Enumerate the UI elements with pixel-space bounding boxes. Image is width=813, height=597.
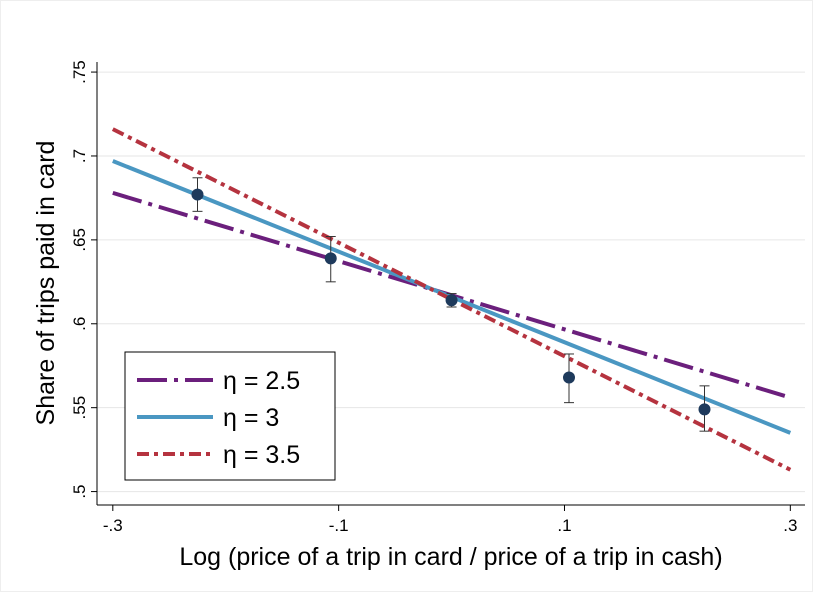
data-point xyxy=(563,371,575,384)
y-axis-label: Share of trips paid in card xyxy=(32,141,60,426)
data-point xyxy=(191,188,204,201)
y-tick-label: .75 xyxy=(70,60,89,84)
y-tick-label: .5 xyxy=(70,484,89,498)
data-point xyxy=(698,403,711,416)
x-tick-label: -.1 xyxy=(329,516,349,535)
x-tick-label: .1 xyxy=(557,516,571,535)
legend-label: η = 3 xyxy=(223,404,279,432)
data-point xyxy=(324,252,337,265)
y-tick-label: .55 xyxy=(70,396,89,420)
data-point xyxy=(445,294,458,307)
series-line xyxy=(111,127,792,472)
x-tick-label: .3 xyxy=(783,516,797,535)
y-tick-label: .6 xyxy=(70,317,89,331)
y-tick-label: .7 xyxy=(70,149,89,163)
legend-label: η = 3.5 xyxy=(223,441,300,469)
legend-box xyxy=(124,351,336,481)
legend-label: η = 2.5 xyxy=(223,367,300,395)
x-tick-label: -.3 xyxy=(103,516,123,535)
y-tick-label: .65 xyxy=(70,228,89,252)
x-axis-label: Log (price of a trip in card / price of … xyxy=(179,543,722,571)
